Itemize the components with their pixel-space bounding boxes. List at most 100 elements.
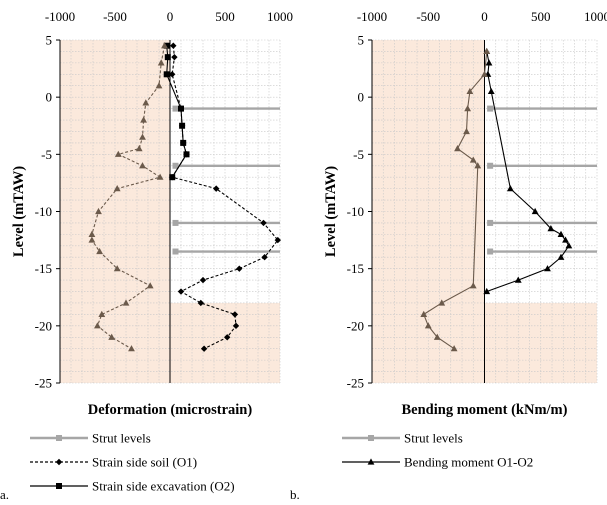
y-tick-label: 0	[358, 90, 365, 105]
x-tick-label: -500	[103, 9, 127, 24]
data-point	[183, 151, 190, 158]
strut-level-marker	[487, 219, 494, 226]
strut-level-marker	[487, 162, 494, 169]
data-point	[463, 127, 470, 135]
strut-level-marker	[487, 105, 494, 112]
data-point	[199, 276, 207, 284]
data-point	[163, 71, 170, 78]
legend-marker	[368, 435, 374, 441]
data-point	[469, 156, 477, 163]
data-point	[487, 87, 495, 95]
y-tick-label: -25	[347, 376, 364, 391]
y-axis-label: Level (mTAW)	[323, 166, 339, 257]
strut-level-marker	[487, 248, 494, 255]
data-point	[483, 47, 491, 55]
x-tick-label: -1000	[357, 9, 387, 24]
data-point	[544, 265, 551, 272]
x-tick-label: 1000	[584, 9, 607, 24]
data-point	[224, 334, 231, 341]
data-point	[469, 282, 477, 289]
data-point	[169, 174, 176, 181]
data-point	[232, 322, 240, 330]
data-point	[506, 185, 514, 192]
panel-a: 5 0 -5 -10 -15 -20 -25 -1000 -500 0 500 1000 Deforma…	[11, 9, 293, 494]
data-point	[438, 299, 446, 306]
legend: Strut levels Strain side soil (O1) Strain …	[30, 431, 235, 494]
strut-level-marker	[172, 162, 179, 169]
data-point	[88, 230, 96, 237]
series-line	[486, 51, 570, 293]
data-point	[231, 311, 239, 318]
data-point	[466, 87, 474, 95]
legend-marker	[56, 435, 62, 441]
data-point	[474, 162, 482, 169]
x-tick-label: -500	[416, 9, 440, 24]
strut-level-marker	[172, 219, 179, 226]
data-point	[179, 122, 186, 129]
data-point	[113, 265, 121, 272]
data-point	[98, 310, 106, 317]
data-point	[485, 59, 493, 66]
data-point	[261, 254, 268, 261]
data-point	[139, 133, 146, 140]
legend-label: Strain side excavation (O2)	[92, 479, 235, 494]
data-point	[95, 207, 102, 215]
data-point	[156, 173, 164, 180]
data-point	[122, 299, 130, 306]
data-point	[157, 59, 165, 66]
strut-level-marker	[172, 105, 179, 112]
panel-b-label: b.	[290, 487, 300, 502]
legend-marker	[56, 483, 62, 489]
legend-label: Strut levels	[404, 431, 463, 446]
data-point	[433, 333, 441, 340]
data-point	[424, 322, 432, 329]
data-point	[170, 42, 177, 49]
x-tick-label: 0	[481, 9, 488, 24]
data-point	[88, 236, 96, 243]
x-tick-label: -1000	[45, 9, 75, 24]
data-point	[260, 219, 267, 227]
data-point	[464, 105, 472, 112]
series-line	[91, 45, 166, 350]
data-point	[142, 99, 150, 106]
y-tick-label: -20	[347, 318, 364, 333]
data-point	[155, 82, 163, 89]
data-point	[140, 116, 147, 123]
y-tick-label: 0	[46, 90, 53, 105]
data-point	[547, 225, 555, 232]
data-point	[557, 253, 565, 260]
panel-a-label: a.	[0, 487, 9, 502]
legend-label: Strut levels	[92, 431, 151, 446]
legend-label: Bending moment O1-O2	[404, 455, 533, 470]
data-point	[420, 310, 428, 317]
data-point	[163, 42, 170, 49]
data-point	[562, 236, 569, 243]
data-point	[96, 247, 103, 255]
data-point	[94, 322, 101, 329]
x-axis-label: Bending moment (kNm/m)	[402, 402, 568, 418]
data-point	[454, 145, 461, 152]
y-tick-label: -20	[35, 318, 52, 333]
y-tick-label: -15	[35, 261, 52, 276]
legend: Strut levels Bending moment O1-O2	[342, 431, 533, 470]
data-point	[213, 185, 220, 192]
strut-level-marker	[172, 248, 179, 255]
x-tick-label: 0	[167, 9, 174, 24]
data-point	[128, 345, 135, 352]
legend-marker	[367, 458, 375, 465]
data-point	[197, 299, 204, 307]
data-point	[161, 42, 168, 49]
y-tick-label: 5	[46, 33, 53, 48]
data-point	[565, 242, 573, 249]
panel-b: 5 0 -5 -10 -15 -20 -25 -1000 -500 0 500 1000 Bending…	[323, 9, 607, 470]
x-tick-label: 1000	[267, 9, 293, 24]
y-tick-label: -10	[347, 204, 364, 219]
data-point	[531, 207, 539, 215]
data-point	[274, 236, 281, 244]
data-point	[514, 276, 522, 283]
legend-marker	[55, 458, 63, 466]
y-tick-label: 5	[358, 33, 365, 48]
legend-label: Strain side soil (O1)	[92, 455, 197, 470]
data-point	[481, 70, 488, 77]
